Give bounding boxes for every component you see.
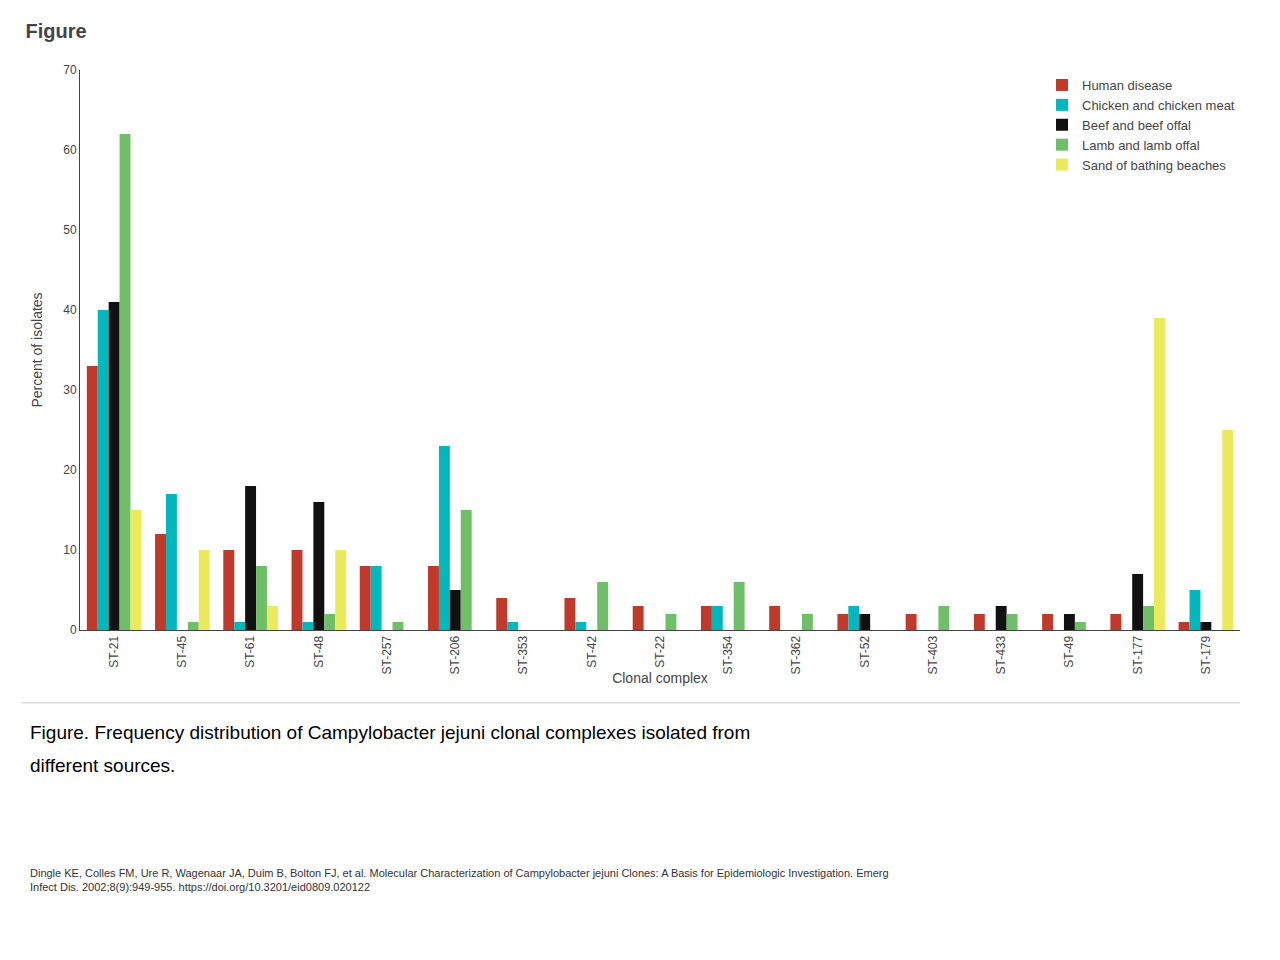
svg-text:Beef and beef offal: Beef and beef offal: [1082, 118, 1191, 133]
svg-text:50: 50: [63, 223, 77, 237]
svg-text:Figure. Frequency distribution: Figure. Frequency distribution of Campyl…: [30, 722, 750, 743]
svg-text:Percent of isolates: Percent of isolates: [29, 292, 45, 407]
svg-text:ST-45: ST-45: [175, 635, 189, 667]
svg-text:70: 70: [63, 63, 77, 77]
svg-text:ST-22: ST-22: [653, 635, 667, 667]
svg-text:ST-49: ST-49: [1062, 635, 1076, 667]
svg-text:Chicken and chicken meat: Chicken and chicken meat: [1082, 98, 1235, 113]
svg-text:0: 0: [70, 623, 77, 637]
svg-text:ST-353: ST-353: [516, 635, 530, 674]
svg-text:60: 60: [63, 143, 77, 157]
svg-text:ST-206: ST-206: [448, 635, 462, 674]
svg-text:ST-403: ST-403: [926, 635, 940, 674]
svg-text:different sources.: different sources.: [30, 755, 175, 776]
svg-text:ST-362: ST-362: [789, 635, 803, 674]
svg-text:20: 20: [63, 463, 77, 477]
svg-text:ST-21: ST-21: [107, 635, 121, 667]
svg-text:ST-354: ST-354: [721, 635, 735, 674]
svg-text:Figure: Figure: [26, 20, 87, 42]
svg-text:Lamb and lamb offal: Lamb and lamb offal: [1082, 138, 1200, 153]
svg-text:ST-42: ST-42: [585, 635, 599, 667]
svg-text:ST-48: ST-48: [312, 635, 326, 667]
svg-text:10: 10: [63, 543, 77, 557]
svg-text:30: 30: [63, 383, 77, 397]
svg-text:ST-61: ST-61: [243, 635, 257, 667]
svg-text:Dingle KE, Colles FM, Ure R, W: Dingle KE, Colles FM, Ure R, Wagenaar JA…: [30, 867, 889, 893]
svg-text:Human disease: Human disease: [1082, 78, 1172, 93]
svg-text:ST-177: ST-177: [1131, 635, 1145, 674]
svg-text:Sand of bathing beaches: Sand of bathing beaches: [1082, 158, 1226, 173]
svg-text:ST-52: ST-52: [858, 635, 872, 667]
svg-text:Clonal complex: Clonal complex: [612, 670, 708, 686]
svg-text:40: 40: [63, 303, 77, 317]
svg-text:ST-179: ST-179: [1199, 635, 1213, 674]
svg-text:ST-257: ST-257: [380, 635, 394, 674]
svg-text:ST-433: ST-433: [994, 635, 1008, 674]
